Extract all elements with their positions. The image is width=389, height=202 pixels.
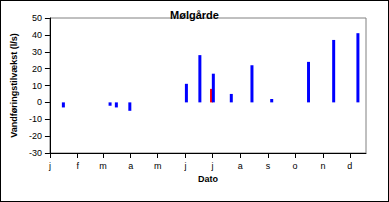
- svg-text:-30: -30: [29, 148, 42, 158]
- svg-text:f: f: [76, 161, 79, 171]
- svg-text:n: n: [320, 161, 325, 171]
- svg-text:d: d: [347, 161, 352, 171]
- svg-text:20: 20: [32, 64, 42, 74]
- svg-text:j: j: [48, 161, 51, 171]
- svg-text:a: a: [238, 161, 243, 171]
- svg-text:s: s: [266, 161, 271, 171]
- svg-text:m: m: [99, 161, 107, 171]
- svg-text:Mølgårde: Mølgårde: [170, 9, 219, 21]
- svg-text:50: 50: [32, 13, 42, 23]
- svg-text:-20: -20: [29, 131, 42, 141]
- svg-text:10: 10: [32, 81, 42, 91]
- svg-text:0: 0: [37, 97, 42, 107]
- svg-text:o: o: [293, 161, 298, 171]
- svg-text:j: j: [184, 161, 187, 171]
- svg-text:-10: -10: [29, 114, 42, 124]
- svg-text:Vandføringstilvækst (l/s): Vandføringstilvækst (l/s): [9, 33, 19, 138]
- svg-text:40: 40: [32, 30, 42, 40]
- svg-text:j: j: [210, 161, 213, 171]
- svg-text:m: m: [154, 161, 162, 171]
- svg-text:30: 30: [32, 47, 42, 57]
- svg-text:a: a: [128, 161, 133, 171]
- svg-text:Dato: Dato: [198, 174, 219, 184]
